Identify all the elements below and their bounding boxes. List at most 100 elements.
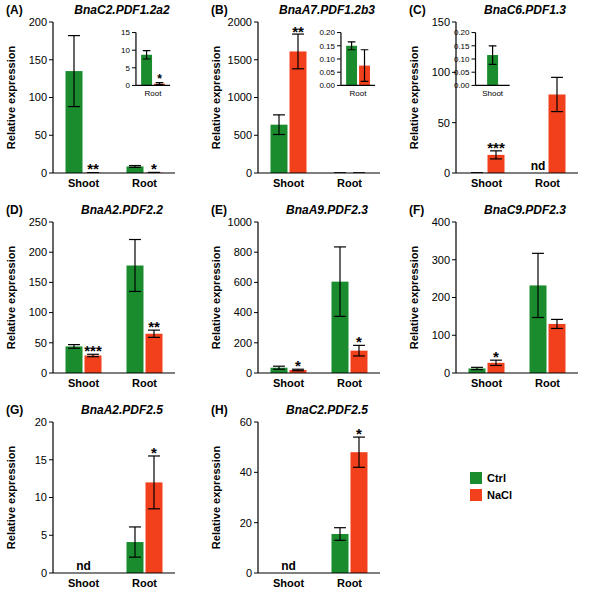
y-tick-label: 1000 (228, 216, 252, 228)
marks (66, 240, 163, 373)
panel-label: (E) (211, 203, 227, 217)
x-tick-label: Shoot (68, 177, 99, 189)
error-bar (148, 456, 160, 509)
y-tick-label: 0 (246, 167, 252, 179)
y-axis (257, 422, 258, 573)
error-cap (148, 508, 160, 509)
y-tick-label: 40 (240, 466, 252, 478)
error-bar (489, 46, 497, 64)
error-cap (334, 246, 346, 247)
annotation: * (151, 444, 157, 461)
y-tick-label: 0.05 (454, 68, 470, 77)
annotation: nd (281, 559, 296, 573)
panel-label: (D) (6, 203, 23, 217)
plot: 0204060ShootRootnd* (240, 416, 380, 589)
y-tick-label: 0 (41, 367, 47, 379)
error-line (153, 456, 154, 509)
y-axis (475, 33, 476, 86)
y-tick-label: 200 (234, 337, 252, 349)
y-tick-label: 200 (432, 291, 450, 303)
bar (346, 46, 357, 86)
bar (146, 334, 163, 373)
error-cap (68, 348, 80, 349)
y-tick-label: 10 (121, 46, 130, 55)
error-cap (490, 365, 502, 366)
error-bar (68, 345, 80, 349)
y-tick-label: 0.00 (319, 81, 335, 90)
x-tick-label: Shoot (482, 89, 504, 98)
marks (141, 51, 165, 86)
x-tick-label: Root (535, 177, 560, 189)
y-tick-label: 0.00 (454, 81, 470, 90)
annotation: *** (487, 139, 505, 156)
annotation: * (151, 160, 157, 177)
panel-label: (C) (409, 3, 426, 17)
legend-swatch (470, 472, 482, 484)
y-axis-label: Relative expression (210, 46, 222, 150)
x-axis (53, 572, 175, 573)
error-cap (532, 253, 544, 254)
error-cap (334, 540, 346, 541)
y-axis (135, 33, 136, 86)
x-axis (258, 572, 380, 573)
y-axis (257, 22, 258, 173)
error-cap (551, 111, 563, 112)
bar (66, 346, 83, 373)
inset: 0.000.050.100.150.20Shoot (454, 28, 510, 98)
error-line (537, 253, 538, 317)
error-cap (129, 557, 141, 558)
error-bar (273, 115, 285, 135)
y-axis-label: Relative expression (5, 246, 17, 350)
error-cap (361, 81, 369, 82)
y-axis (455, 222, 456, 373)
title: BnaC2.PDF2.5 (286, 403, 368, 417)
error-line (339, 247, 340, 316)
x-axis (53, 372, 175, 373)
plot: 02004006008001000ShootRoot** (228, 216, 380, 389)
error-cap (273, 134, 285, 135)
title: BnaC6.PDF1.3 (484, 3, 566, 17)
bar (469, 368, 486, 373)
y-tick-label: 1000 (228, 91, 252, 103)
error-line (146, 51, 147, 59)
y-tick-label: 0 (246, 367, 252, 379)
x-tick-label: Root (535, 377, 560, 389)
y-tick-label: 1500 (228, 54, 252, 66)
error-cap (148, 337, 160, 338)
annotation: * (356, 425, 362, 442)
y-tick-label: 0 (444, 367, 450, 379)
title: BnaA2.PDF2.2 (81, 203, 163, 217)
y-axis (52, 22, 53, 173)
error-cap (334, 527, 346, 528)
error-bar (532, 253, 544, 317)
x-axis (258, 172, 380, 173)
bar (141, 55, 152, 86)
error-cap (273, 366, 285, 367)
y-axis-label: Relative expression (210, 246, 222, 350)
error-bar (551, 319, 563, 328)
y-tick-label: 800 (234, 246, 252, 258)
error-cap (68, 344, 80, 345)
y-axis-label: Relative expression (210, 446, 222, 550)
y-tick-label: 2000 (228, 16, 252, 28)
y-tick-label: 20 (240, 517, 252, 529)
y-tick-label: 150 (29, 54, 47, 66)
annotation: * (295, 357, 301, 374)
x-tick-label: Root (145, 89, 163, 98)
x-tick-label: Root (132, 177, 157, 189)
error-cap (348, 41, 356, 42)
x-tick-label: Shoot (68, 577, 99, 589)
y-tick-label: 0.15 (454, 42, 470, 51)
error-cap (551, 77, 563, 78)
error-cap (490, 158, 502, 159)
x-tick-label: Root (350, 89, 368, 98)
figure: 050100150200ShootRoot***(A)BnaC2.PDF1.2a… (0, 0, 596, 600)
title: BnaA7.PDF1.2b3 (279, 3, 375, 17)
error-cap (273, 369, 285, 370)
error-cap (273, 114, 285, 115)
legend-swatch (470, 489, 482, 501)
error-cap (489, 45, 497, 46)
y-tick-label: 0.10 (454, 55, 470, 64)
marks (332, 437, 368, 573)
y-axis-label: Relative expression (408, 46, 420, 150)
